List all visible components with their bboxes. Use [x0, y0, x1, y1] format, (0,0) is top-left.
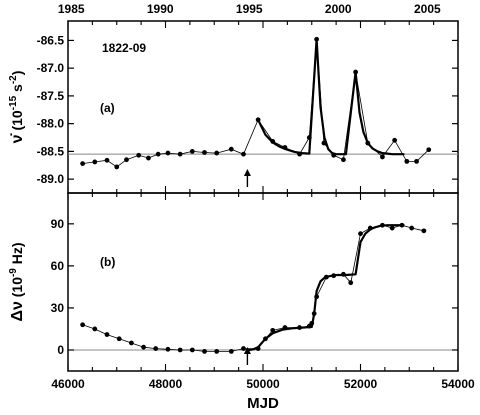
observed-data-point	[165, 346, 171, 352]
bottom-axis: 46000 48000 50000 52000 54000	[51, 377, 475, 391]
observed-data-point	[228, 348, 234, 354]
bottom-x-tick-label: 48000	[149, 377, 183, 391]
panel-a-series	[80, 36, 432, 170]
observed-data-point	[189, 347, 195, 353]
observed-data-point	[414, 158, 419, 164]
observed-data-point	[421, 228, 427, 234]
observed-data-point	[146, 155, 151, 161]
observed-data-point	[128, 340, 134, 346]
observed-data-point	[270, 327, 276, 333]
panel-a-label: (a)	[100, 101, 115, 115]
observed-data-point	[153, 346, 159, 351]
model-fit-line	[245, 224, 405, 352]
observed-series-line	[82, 39, 430, 168]
panel-b-series	[80, 222, 427, 354]
observed-data-point	[341, 157, 346, 163]
observed-data-point	[202, 150, 207, 155]
bottom-x-tick-label: 50000	[246, 377, 280, 391]
observed-data-point	[177, 151, 183, 157]
y-axis-a-exp: -15	[8, 95, 19, 110]
top-x-tick-label: 1990	[147, 2, 174, 16]
observed-data-point	[124, 157, 129, 163]
observed-data-point	[136, 152, 142, 158]
panel-b: 0 30 60 90 (b)	[51, 192, 459, 372]
y-axis-label-b: Δν (10-9 Hz)	[8, 242, 26, 321]
panel-a: -86.5 -87.0 -87.5 -88.0 -88.5 -89.0 1822-09 (…	[37, 20, 459, 194]
y-tick-label: 0	[57, 343, 64, 357]
x-axis-label: MJD	[247, 395, 279, 412]
y-tick-label: -88.0	[37, 117, 65, 131]
y-tick-label: -86.5	[37, 33, 65, 47]
y-axis-b-exp: -9	[8, 268, 19, 277]
y-tick-label: 90	[51, 217, 65, 231]
panel-b-glitch-arrow	[243, 347, 251, 365]
panel-b-label: (b)	[100, 255, 115, 269]
observed-data-point	[80, 322, 86, 328]
observed-data-point	[155, 151, 161, 157]
y-tick-label: -88.5	[37, 144, 65, 158]
top-axis: 1985 1990 1995 2000 2005	[58, 2, 441, 16]
y-axis-b-units2: Hz)	[9, 242, 25, 268]
observed-data-point	[104, 157, 110, 163]
y-tick-label: 30	[51, 301, 65, 315]
observed-data-point	[177, 347, 183, 353]
panel-b-ticks: 0 30 60 90	[51, 193, 459, 371]
observed-data-point	[404, 158, 410, 164]
y-tick-label: -87.0	[37, 61, 65, 75]
y-tick-label: 60	[51, 259, 65, 273]
bottom-x-tick-label: 54000	[441, 377, 475, 391]
observed-data-point	[92, 159, 98, 165]
observed-data-point	[426, 147, 432, 153]
panel-a-glitch-arrow	[243, 169, 251, 187]
y-tick-label: -89.0	[37, 172, 65, 186]
top-x-tick-label: 1985	[58, 2, 85, 16]
bottom-x-tick-label: 52000	[344, 377, 378, 391]
observed-data-point	[358, 231, 363, 237]
observed-data-point	[114, 164, 120, 170]
observed-data-point	[228, 146, 234, 152]
observed-data-point	[141, 344, 146, 350]
panel-b-frame	[67, 192, 459, 372]
panel-a-annotation: 1822-09	[102, 41, 146, 55]
observed-data-point	[392, 137, 398, 143]
observed-data-point	[214, 150, 220, 156]
y-axis-label-a: ν̇ (10-15 s-2)	[8, 71, 26, 144]
observed-data-point	[80, 161, 86, 166]
observed-data-point	[165, 150, 171, 156]
bottom-x-tick-label: 46000	[51, 377, 85, 391]
observed-data-point	[116, 336, 122, 342]
observed-data-point	[92, 326, 98, 332]
y-axis-a-symbol: ν̇	[9, 133, 26, 144]
observed-data-point	[189, 148, 195, 154]
observed-data-point	[380, 154, 385, 160]
top-x-tick-label: 2000	[325, 2, 352, 16]
observed-series-line	[82, 224, 424, 352]
observed-data-point	[104, 332, 110, 337]
observed-data-point	[214, 348, 220, 354]
glitch-arrow-head	[243, 347, 251, 354]
observed-data-point	[241, 346, 246, 351]
top-x-tick-label: 1995	[236, 2, 263, 16]
y-axis-b-symbol: Δν	[9, 301, 26, 322]
y-axis-a-units: (10	[9, 110, 25, 130]
observed-data-point	[241, 151, 246, 157]
observed-data-point	[202, 348, 207, 354]
glitch-arrow-head	[243, 169, 251, 176]
y-axis-a-units2: s	[9, 84, 25, 96]
observed-data-point	[348, 280, 354, 286]
observed-data-point	[409, 225, 415, 231]
observed-data-point	[389, 225, 395, 231]
model-fit-line	[257, 38, 405, 156]
y-axis-a-close: )	[9, 71, 25, 76]
y-axis-a-exp2: -2	[8, 75, 19, 84]
panel-a-ticks: -86.5 -87.0 -87.5 -88.0 -88.5 -89.0	[37, 21, 459, 193]
y-tick-label: -87.5	[37, 89, 65, 103]
top-x-tick-label: 2005	[414, 2, 441, 16]
y-axis-b-units: (10	[9, 277, 25, 301]
